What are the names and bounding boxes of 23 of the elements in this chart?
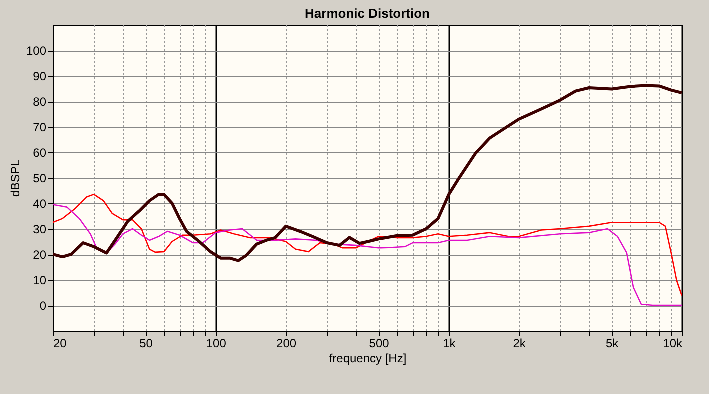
y-tick-label: 50 xyxy=(33,172,47,186)
x-tick-label: 5k xyxy=(606,336,620,350)
x-tick-label: 100 xyxy=(206,336,227,350)
x-tick-label: 1k xyxy=(443,336,457,350)
y-tick-label: 90 xyxy=(33,70,47,84)
chart-title: Harmonic Distortion xyxy=(305,6,430,21)
x-tick-label: 10k xyxy=(663,336,684,350)
y-tick-label: 0 xyxy=(40,299,47,313)
y-tick-label: 80 xyxy=(33,95,47,109)
y-tick-label: 70 xyxy=(33,120,47,134)
y-tick-label: 20 xyxy=(33,248,47,262)
x-axis-title: frequency [Hz] xyxy=(329,352,407,366)
y-tick-label: 10 xyxy=(33,274,47,288)
y-tick-label: 40 xyxy=(33,197,47,211)
x-tick-label: 500 xyxy=(369,336,390,350)
y-tick-label: 60 xyxy=(33,146,47,160)
y-tick-label: 100 xyxy=(26,44,47,58)
x-tick-label: 50 xyxy=(140,336,154,350)
y-axis-title: dBSPL xyxy=(8,159,22,198)
x-tick-label: 200 xyxy=(276,336,297,350)
x-tick-label: 20 xyxy=(54,336,68,350)
x-tick-label: 2k xyxy=(513,336,527,350)
y-tick-label: 30 xyxy=(33,222,47,236)
